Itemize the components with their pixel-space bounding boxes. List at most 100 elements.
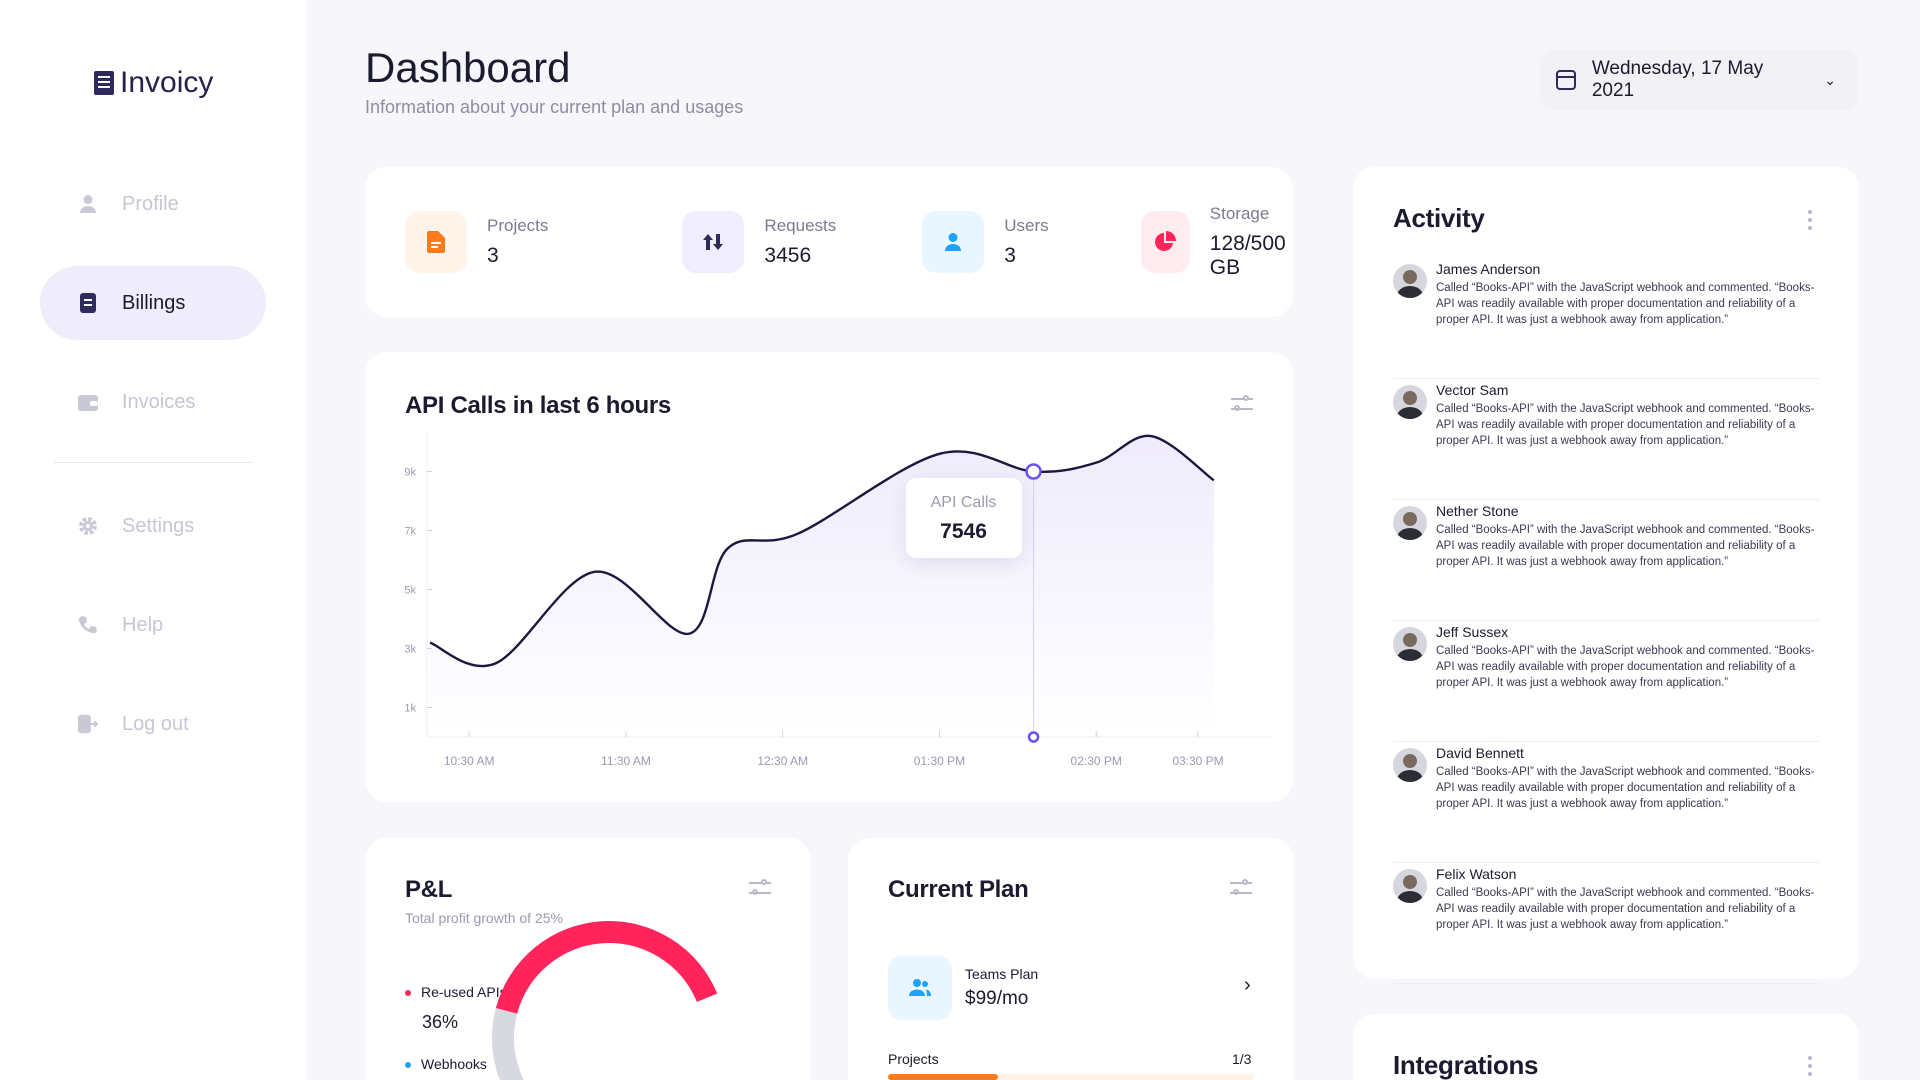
chevron-right-icon[interactable]: › xyxy=(1244,974,1251,996)
x-tick-label: 01:30 PM xyxy=(914,754,965,768)
sidebar-item-label: Log out xyxy=(122,712,189,735)
avatar xyxy=(1393,506,1427,540)
wallet-icon xyxy=(78,392,98,412)
stat-label: Users xyxy=(1004,216,1049,235)
plan-price: $99/mo xyxy=(965,988,1029,1009)
activity-message: Called “Books-API” with the JavaScript w… xyxy=(1436,524,1815,568)
sidebar-item-label: Billings xyxy=(122,291,186,314)
y-tick-label: 3k xyxy=(404,644,416,656)
api-calls-chart: 1k 3k 5k 7k 9k 10:30 AM 11:30 AM 12:30 AM 01:30 … xyxy=(404,432,1273,768)
stat-value: 128/500 GB xyxy=(1209,232,1286,279)
logout-icon xyxy=(78,714,98,734)
activity-item[interactable]: Nether Stone Called “Books-API” with the… xyxy=(1393,500,1819,621)
pl-subtitle: Total profit growth of 25% xyxy=(405,910,563,926)
sidebar-item-billings[interactable]: Billings xyxy=(40,266,266,340)
x-tick-label: 10:30 AM xyxy=(444,754,495,768)
activity-message: Called “Books-API” with the JavaScript w… xyxy=(1436,766,1815,810)
stat-value: 3 xyxy=(1004,244,1016,267)
stat-value: 3 xyxy=(487,244,499,267)
stat-projects[interactable]: Projects 3 xyxy=(405,211,548,273)
integrations-card: Integrations xyxy=(1353,1014,1859,1080)
integrations-title: Integrations xyxy=(1393,1050,1539,1080)
user-icon xyxy=(78,194,98,214)
sidebar-item-settings[interactable]: Settings xyxy=(40,489,266,563)
donut-segment-webhooks xyxy=(492,1008,524,1080)
activity-item[interactable]: James Anderson Called “Books-API” with t… xyxy=(1393,258,1819,379)
avatar xyxy=(1393,385,1427,419)
gear-icon xyxy=(78,516,98,536)
app-logo[interactable]: Invoicy xyxy=(94,66,213,100)
sidebar-divider xyxy=(54,462,252,463)
sidebar-item-label: Profile xyxy=(122,192,179,215)
activity-item[interactable]: David Bennett Called “Books-API” with th… xyxy=(1393,742,1819,863)
legend-dot xyxy=(405,1061,411,1068)
sidebar-item-logout[interactable]: Log out xyxy=(40,687,266,761)
invoice-logo-icon xyxy=(94,71,114,95)
activity-message: Called “Books-API” with the JavaScript w… xyxy=(1436,282,1815,326)
sidebar: Invoicy Profile Billings Invoices Settin… xyxy=(0,0,306,1080)
sidebar-item-label: Settings xyxy=(122,514,195,537)
projects-label: Projects xyxy=(888,1051,939,1067)
avatar xyxy=(1393,748,1427,782)
legend-item-webhooks: Webhooks xyxy=(405,1056,487,1074)
more-options-icon[interactable] xyxy=(1808,210,1812,230)
avatar xyxy=(1393,869,1427,903)
avatar xyxy=(1393,627,1427,661)
stat-label: Storage xyxy=(1209,204,1270,223)
activity-item[interactable]: Vector Sam Called “Books-API” with the J… xyxy=(1393,379,1819,500)
sidebar-item-profile[interactable]: Profile xyxy=(40,167,266,241)
stat-storage[interactable]: Storage 128/500 GB xyxy=(1140,204,1299,280)
x-tick-label: 02:30 PM xyxy=(1071,754,1122,768)
y-tick-label: 9k xyxy=(404,467,416,479)
plan-title: Current Plan xyxy=(888,876,1029,903)
highlight-point xyxy=(1025,463,1042,480)
filter-icon[interactable] xyxy=(749,878,771,898)
sidebar-item-help[interactable]: Help xyxy=(40,588,266,662)
chevron-down-icon: ⌄ xyxy=(1824,71,1836,88)
chart-title: API Calls in last 6 hours xyxy=(405,392,671,419)
projects-progress-fill xyxy=(888,1074,998,1080)
stat-users[interactable]: Users 3 xyxy=(922,211,1049,273)
pl-card: P&L Total profit growth of 25% Re-used A… xyxy=(365,838,811,1080)
projects-count: 1/3 xyxy=(1232,1051,1252,1067)
activity-item[interactable]: Felix Watson Called “Books-API” with the… xyxy=(1393,863,1819,984)
activity-name: James Anderson xyxy=(1436,261,1541,277)
y-tick-label: 5k xyxy=(404,585,416,597)
activity-title: Activity xyxy=(1393,203,1485,233)
stat-value: 3456 xyxy=(764,244,812,267)
filter-icon[interactable] xyxy=(1230,878,1252,898)
pie-icon xyxy=(1140,211,1190,273)
user-icon xyxy=(922,211,985,273)
document-icon xyxy=(78,293,98,313)
filter-icon[interactable] xyxy=(1231,394,1253,414)
legend-item-reused-apis: Re-used APIs 36% xyxy=(405,984,507,1033)
highlight-axis-point xyxy=(1027,731,1040,743)
activity-message: Called “Books-API” with the JavaScript w… xyxy=(1436,403,1815,447)
file-icon xyxy=(405,211,467,273)
activity-item[interactable]: Jeff Sussex Called “Books-API” with the … xyxy=(1393,621,1819,742)
api-calls-card: API Calls in last 6 hours 1k 3k 5k 7k 9k 10:3… xyxy=(365,352,1293,802)
activity-name: Nether Stone xyxy=(1436,503,1519,519)
more-options-icon[interactable] xyxy=(1808,1056,1812,1076)
stat-requests[interactable]: Requests 3456 xyxy=(682,211,836,273)
app-name: Invoicy xyxy=(120,66,214,99)
phone-icon xyxy=(78,615,98,635)
plan-name: Teams Plan xyxy=(965,966,1039,982)
sidebar-item-label: Help xyxy=(122,613,164,636)
page-subtitle: Information about your current plan and … xyxy=(365,97,744,117)
series-area xyxy=(430,435,1214,737)
calendar-icon xyxy=(1556,70,1576,90)
chart-tooltip: API Calls 7546 xyxy=(905,477,1022,558)
stats-card: Projects 3 Requests 3456 Users 3 Storage… xyxy=(365,167,1293,317)
sidebar-item-invoices[interactable]: Invoices xyxy=(40,365,266,439)
x-tick-label: 12:30 AM xyxy=(757,754,808,768)
stat-label: Requests xyxy=(764,216,837,235)
legend-value: 36% xyxy=(422,1012,459,1032)
tooltip-label: API Calls xyxy=(930,493,997,511)
donut-segment-reused-apis xyxy=(495,921,718,1014)
plan-row[interactable]: Teams Plan $99/mo › xyxy=(888,956,1258,1020)
date-picker[interactable]: Wednesday, 17 May 2021 ⌄ xyxy=(1540,50,1858,110)
legend-dot xyxy=(405,989,411,996)
activity-message: Called “Books-API” with the JavaScript w… xyxy=(1436,645,1815,689)
x-tick-label: 03:30 PM xyxy=(1172,754,1223,768)
